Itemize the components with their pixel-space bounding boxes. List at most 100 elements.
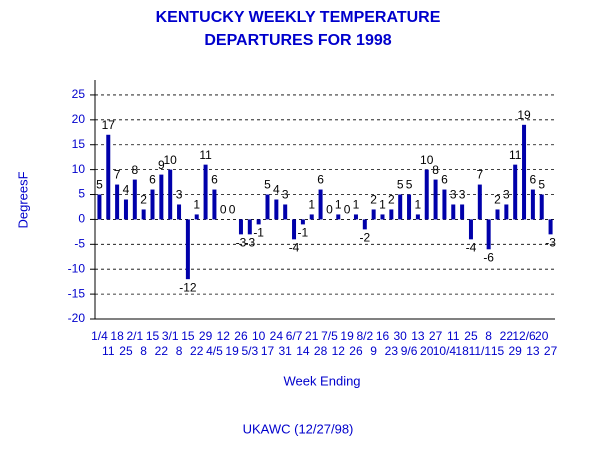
x-tick-label: 14 (296, 344, 310, 358)
data-label: 5 (406, 178, 413, 192)
bar (247, 219, 252, 235)
x-tick-label: 11 (102, 344, 115, 358)
data-label: 11 (199, 148, 212, 162)
data-label: -3 (244, 236, 255, 250)
x-tick-label: 3/1 (162, 329, 179, 343)
bar (309, 214, 314, 220)
data-label: -6 (483, 250, 494, 264)
bar (522, 124, 527, 220)
chart-title: KENTUCKY WEEKLY TEMPERATURE (156, 9, 441, 26)
bar (106, 134, 111, 220)
data-label: 0 (220, 203, 227, 217)
data-label: 8 (432, 163, 439, 177)
x-tick-label: 11 (447, 329, 460, 343)
data-label: 9 (158, 158, 165, 172)
data-label: 3 (503, 188, 510, 202)
x-tick-label: 9/6 (401, 344, 418, 358)
data-label: 2 (370, 193, 377, 207)
data-label: 1 (335, 198, 342, 212)
x-tick-label: 27 (429, 329, 443, 343)
y-tick-label: 10 (72, 162, 86, 176)
bar (513, 164, 518, 220)
x-tick-label: 22 (155, 344, 169, 358)
data-label: -3 (236, 236, 247, 250)
data-label: 17 (102, 118, 116, 132)
bar (495, 209, 500, 220)
x-tick-label: 26 (234, 329, 248, 343)
data-label: 1 (308, 198, 315, 212)
data-label: 0 (326, 203, 333, 217)
data-label: 6 (441, 173, 448, 187)
x-tick-label: 22 (190, 344, 204, 358)
bar (504, 204, 509, 220)
bar (292, 219, 297, 240)
bar (433, 179, 438, 220)
x-tick-label: 13 (411, 329, 425, 343)
x-tick-label: 10 (252, 329, 266, 343)
x-tick-label: 8 (176, 344, 183, 358)
data-label: 0 (344, 203, 351, 217)
data-label: 1 (353, 198, 360, 212)
bar (283, 204, 288, 220)
x-tick-label: 28 (314, 344, 328, 358)
bar (300, 219, 305, 225)
data-label: 11 (509, 148, 522, 162)
bar (238, 219, 243, 235)
x-tick-label: 18 (110, 329, 124, 343)
bar (415, 214, 420, 220)
x-tick-label: 15 (181, 329, 195, 343)
y-tick-label: -15 (68, 286, 86, 300)
data-label: -2 (359, 231, 370, 245)
x-tick-label: 29 (199, 329, 213, 343)
x-tick-label: 15 (491, 344, 505, 358)
x-tick-label: 1/4 (91, 329, 108, 343)
data-label: -1 (253, 226, 264, 240)
x-tick-label: 12 (332, 344, 346, 358)
x-tick-label: 10/4 (433, 344, 457, 358)
x-tick-label: 8 (485, 329, 492, 343)
bar (274, 199, 279, 220)
data-label: 4 (273, 183, 280, 197)
bar (141, 209, 146, 220)
x-tick-label: 8/2 (356, 329, 373, 343)
x-tick-label: 22 (500, 329, 514, 343)
bar (115, 184, 120, 220)
data-label: -4 (466, 241, 477, 255)
data-label: -3 (545, 236, 556, 250)
x-tick-label: 17 (261, 344, 275, 358)
bar (424, 169, 429, 220)
y-tick-label: 5 (78, 187, 85, 201)
data-label: -1 (298, 226, 309, 240)
x-tick-label: 2/1 (126, 329, 143, 343)
bar (380, 214, 385, 220)
bar (442, 189, 447, 220)
x-tick-label: 11/1 (469, 344, 492, 358)
x-tick-label: 12/6 (512, 329, 536, 343)
bar (353, 214, 358, 220)
data-label: 7 (114, 168, 121, 182)
bar (168, 169, 173, 220)
x-tick-label: 30 (394, 329, 408, 343)
bar (159, 174, 164, 220)
x-tick-label: 8 (140, 344, 147, 358)
x-tick-label: 5/3 (241, 344, 258, 358)
x-tick-label: 21 (305, 329, 319, 343)
data-label: 2 (140, 193, 147, 207)
data-label: 3 (282, 188, 289, 202)
x-tick-label: 20 (535, 329, 549, 343)
data-label: 4 (123, 183, 130, 197)
bar (530, 189, 535, 220)
x-tick-label: 7/5 (321, 329, 338, 343)
x-tick-label: 31 (279, 344, 293, 358)
data-label: 0 (229, 203, 236, 217)
data-label: 3 (459, 188, 466, 202)
data-label: 7 (476, 168, 483, 182)
y-tick-label: 20 (72, 112, 86, 126)
y-tick-label: -5 (74, 236, 85, 250)
data-label: 6 (149, 173, 156, 187)
bar (132, 179, 137, 220)
bar (451, 204, 456, 220)
data-label: 5 (96, 178, 103, 192)
bar (362, 219, 367, 230)
